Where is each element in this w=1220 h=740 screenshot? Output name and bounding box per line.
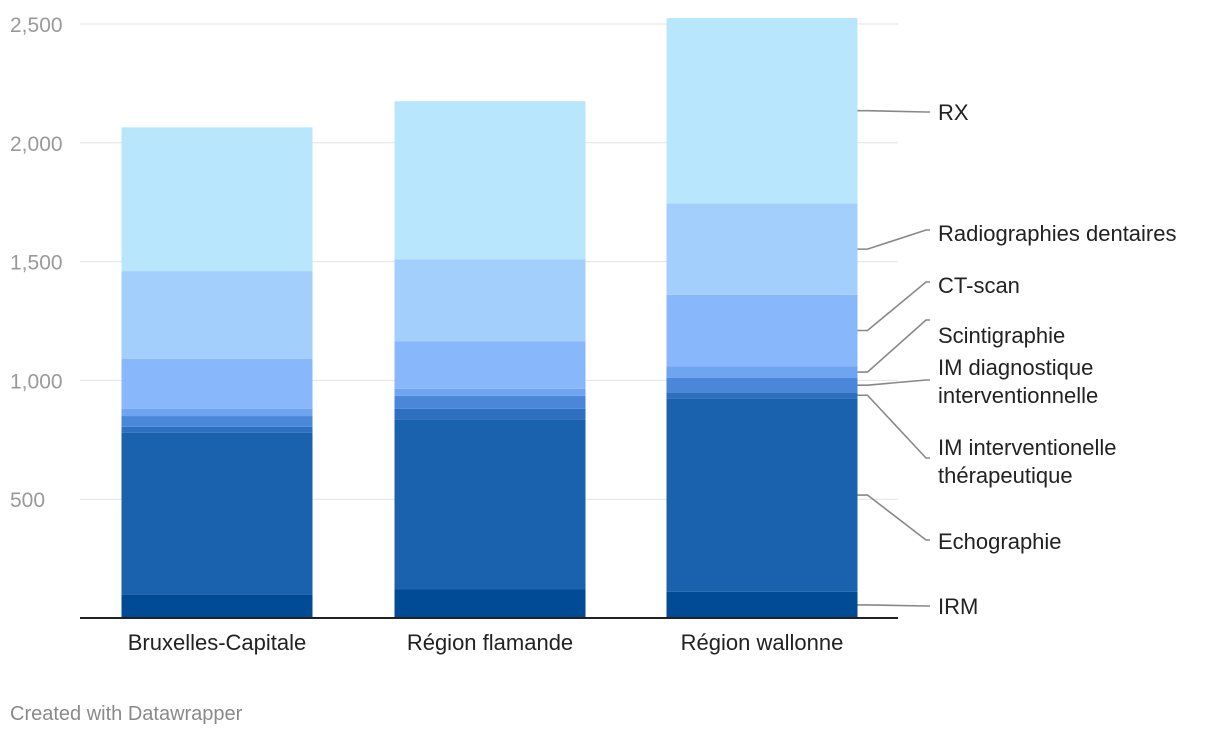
bar-region-flamande-irm — [394, 589, 586, 618]
series-label-radiographies-dentaires: Radiographies dentaires — [938, 221, 1177, 246]
y-axis-tick-labels: 500 1,000 1,500 2,000 2,500 — [10, 14, 63, 512]
series-label-rx: RX — [938, 100, 969, 125]
bar-region-flamande-im-interventionelle-therapeutique — [394, 408, 586, 420]
series-label-im-interventionelle-therapeutique-line-1: IM interventionelle — [938, 435, 1117, 460]
bar-region-wallonne-ct-scan — [666, 294, 858, 367]
series-label-ct-scan: CT-scan — [938, 273, 1020, 298]
leader-line-im-interventionelle-therapeutique — [857, 394, 930, 459]
bar-region-wallonne-radiographies-dentaires — [666, 203, 858, 295]
y-tick-label-2500: 2,500 — [10, 14, 63, 37]
leader-line-im-diagnostique-interventionnelle — [857, 379, 930, 386]
bar-bruxelles-capitale-irm — [121, 594, 313, 618]
bar-region-flamande-rx — [394, 101, 586, 260]
bar-region-wallonne-irm — [666, 591, 858, 618]
series-label-irm: IRM — [938, 594, 978, 619]
bar-region-flamande-im-diagnostique-interventionnelle — [394, 395, 586, 409]
y-tick-label-2000: 2,000 — [10, 133, 63, 156]
bar-region-wallonne-im-interventionelle-therapeutique — [666, 392, 858, 399]
leader-line-scintigraphie — [857, 319, 930, 373]
bar-region-wallonne-echographie — [666, 398, 858, 592]
leader-line-irm — [857, 604, 930, 607]
series-label-scintigraphie: Scintigraphie — [938, 323, 1065, 348]
bar-bruxelles-capitale-rx — [121, 127, 313, 272]
x-axis-category-labels: Bruxelles-Capitale Région flamande Région … — [128, 630, 844, 655]
y-tick-label-1000: 1,000 — [10, 370, 63, 393]
series-label-im-interventionelle-therapeutique-line-2: thérapeutique — [938, 463, 1073, 488]
bar-region-wallonne-im-diagnostique-interventionnelle — [666, 378, 858, 393]
bar-region-flamande-echographie — [394, 419, 586, 590]
leader-line-rx — [857, 109, 930, 113]
series-label-echographie: Echographie — [938, 529, 1062, 554]
leader-line-ct-scan — [857, 281, 930, 332]
x-category-label-region-flamande: Région flamande — [407, 630, 573, 655]
leader-line-radiographies-dentaires — [857, 229, 930, 250]
y-tick-label-500: 500 — [10, 489, 45, 512]
bar-region-flamande-ct-scan — [394, 341, 586, 389]
bars — [121, 18, 858, 618]
x-category-label-bruxelles-capitale: Bruxelles-Capitale — [128, 630, 307, 655]
leader-line-echographie — [857, 494, 930, 541]
bar-region-wallonne-scintigraphie — [666, 366, 858, 379]
credit-text: Created with Datawrapper — [10, 703, 243, 725]
bar-region-wallonne-rx — [666, 18, 858, 204]
bar-bruxelles-capitale-radiographies-dentaires — [121, 271, 313, 360]
y-tick-label-1500: 1,500 — [10, 252, 63, 275]
bar-bruxelles-capitale-im-interventionelle-therapeutique — [121, 426, 313, 433]
bar-region-flamande-scintigraphie — [394, 388, 586, 396]
bar-bruxelles-capitale-ct-scan — [121, 359, 313, 409]
series-label-im-diagnostique-interventionnelle-line-2: interventionnelle — [938, 383, 1098, 408]
series-label-im-diagnostique-interventionnelle-line-1: IM diagnostique — [938, 355, 1093, 380]
series-direct-labels: IRM Echographie IM interventionelle thérape… — [857, 100, 1177, 619]
bar-bruxelles-capitale-im-diagnostique-interventionnelle — [121, 416, 313, 427]
x-category-label-region-wallonne: Région wallonne — [681, 630, 844, 655]
bar-bruxelles-capitale-echographie — [121, 432, 313, 595]
bar-bruxelles-capitale-scintigraphie — [121, 408, 313, 417]
bar-region-flamande-radiographies-dentaires — [394, 259, 586, 342]
